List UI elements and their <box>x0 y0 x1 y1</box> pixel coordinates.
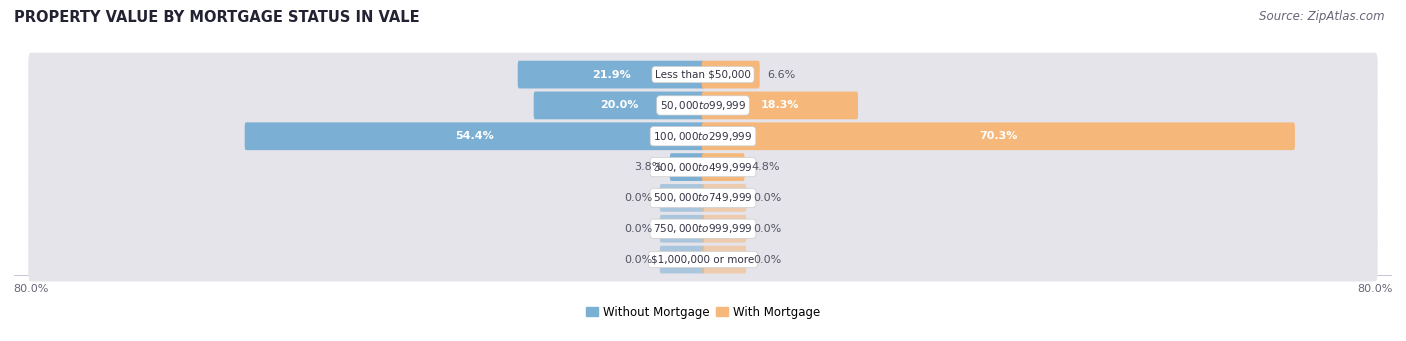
Legend: Without Mortgage, With Mortgage: Without Mortgage, With Mortgage <box>581 301 825 323</box>
Text: PROPERTY VALUE BY MORTGAGE STATUS IN VALE: PROPERTY VALUE BY MORTGAGE STATUS IN VAL… <box>14 10 419 25</box>
FancyBboxPatch shape <box>245 122 704 150</box>
FancyBboxPatch shape <box>702 246 747 273</box>
FancyBboxPatch shape <box>28 114 1378 158</box>
Text: 20.0%: 20.0% <box>600 101 638 110</box>
FancyBboxPatch shape <box>702 184 747 212</box>
Text: 0.0%: 0.0% <box>624 255 652 265</box>
Text: 0.0%: 0.0% <box>754 224 782 234</box>
FancyBboxPatch shape <box>28 238 1378 281</box>
Text: $750,000 to $999,999: $750,000 to $999,999 <box>654 222 752 235</box>
FancyBboxPatch shape <box>659 246 704 273</box>
FancyBboxPatch shape <box>28 207 1378 251</box>
Text: 3.8%: 3.8% <box>634 162 662 172</box>
Text: $100,000 to $299,999: $100,000 to $299,999 <box>654 130 752 143</box>
Text: Source: ZipAtlas.com: Source: ZipAtlas.com <box>1260 10 1385 23</box>
Text: 0.0%: 0.0% <box>624 193 652 203</box>
FancyBboxPatch shape <box>659 215 704 243</box>
Text: 21.9%: 21.9% <box>592 70 630 79</box>
Text: 54.4%: 54.4% <box>456 131 494 141</box>
FancyBboxPatch shape <box>659 184 704 212</box>
FancyBboxPatch shape <box>517 61 704 88</box>
Text: Less than $50,000: Less than $50,000 <box>655 70 751 79</box>
FancyBboxPatch shape <box>669 153 704 181</box>
FancyBboxPatch shape <box>534 91 704 119</box>
FancyBboxPatch shape <box>702 215 747 243</box>
Text: $500,000 to $749,999: $500,000 to $749,999 <box>654 191 752 204</box>
Text: 0.0%: 0.0% <box>624 224 652 234</box>
Text: $1,000,000 or more: $1,000,000 or more <box>651 255 755 265</box>
Text: $300,000 to $499,999: $300,000 to $499,999 <box>654 161 752 174</box>
Text: 0.0%: 0.0% <box>754 255 782 265</box>
FancyBboxPatch shape <box>28 145 1378 189</box>
Text: 70.3%: 70.3% <box>979 131 1018 141</box>
FancyBboxPatch shape <box>28 84 1378 127</box>
Text: $50,000 to $99,999: $50,000 to $99,999 <box>659 99 747 112</box>
FancyBboxPatch shape <box>28 53 1378 97</box>
FancyBboxPatch shape <box>702 91 858 119</box>
FancyBboxPatch shape <box>702 122 1295 150</box>
Text: 18.3%: 18.3% <box>761 101 799 110</box>
FancyBboxPatch shape <box>702 61 759 88</box>
FancyBboxPatch shape <box>28 176 1378 220</box>
Text: 0.0%: 0.0% <box>754 193 782 203</box>
Text: 4.8%: 4.8% <box>752 162 780 172</box>
FancyBboxPatch shape <box>702 153 745 181</box>
Text: 6.6%: 6.6% <box>766 70 796 79</box>
